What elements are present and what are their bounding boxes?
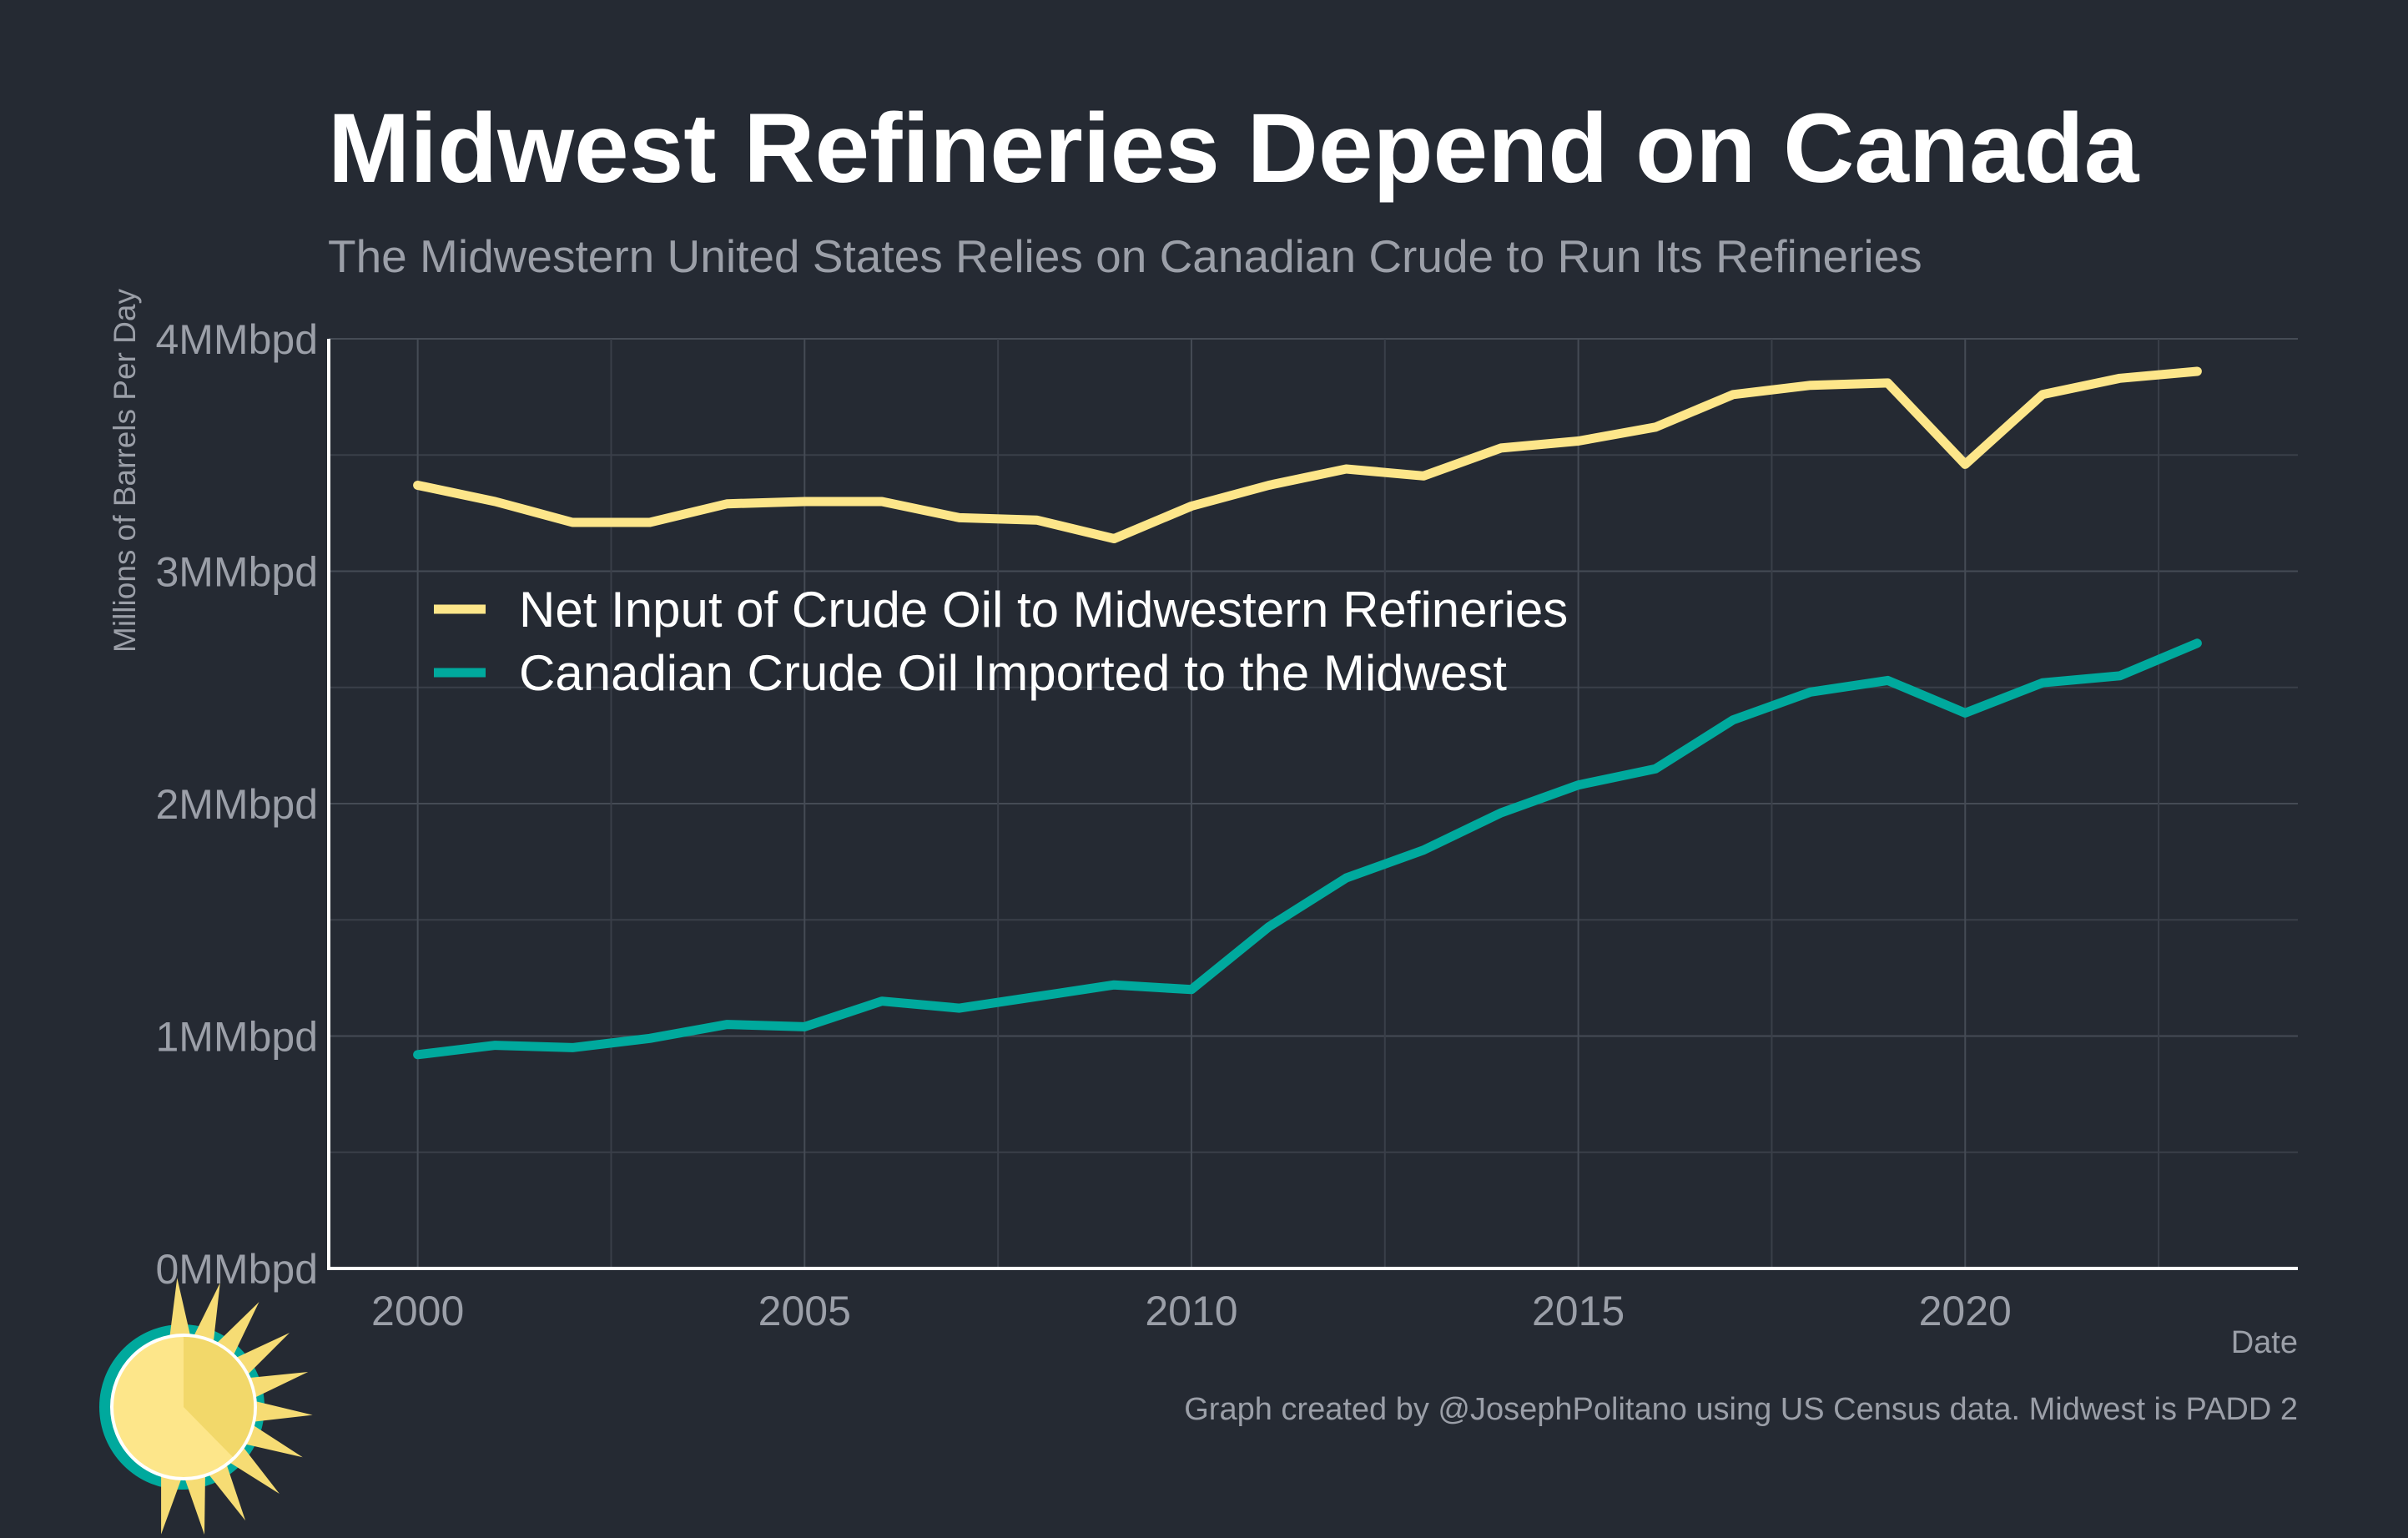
- gridlines: [329, 338, 2298, 1269]
- y-axis-title: Millions of Barrels Per Day: [108, 289, 142, 653]
- logo-ray: [232, 1333, 290, 1378]
- series-net-input-line: [413, 366, 2202, 543]
- logo-rays: [161, 1278, 313, 1535]
- logo-ray: [226, 1444, 280, 1494]
- logo-ray: [245, 1372, 309, 1399]
- legend: Net Input of Crude Oil to Midwestern Ref…: [434, 582, 1568, 701]
- chart-subtitle: The Midwestern United States Relies on C…: [328, 230, 1922, 282]
- logo-ray: [169, 1278, 191, 1340]
- x-tick-label: 2000: [371, 1288, 464, 1334]
- y-tick-label: 2MMbpd: [155, 781, 318, 828]
- logo-ray: [192, 1283, 220, 1345]
- y-tick-label: 3MMbpd: [155, 549, 318, 596]
- source-caption: Graph created by @JosephPolitano using U…: [1184, 1392, 2298, 1427]
- x-axis-title: Date: [2231, 1325, 2298, 1360]
- y-tick-label: 0MMbpd: [155, 1246, 318, 1293]
- x-tick-label: 2010: [1145, 1288, 1237, 1334]
- legend-label: Net Input of Crude Oil to Midwestern Ref…: [519, 582, 1568, 638]
- tick-labels: 0MMbpd 1MMbpd 2MMbpd 3MMbpd 4MMbpd 2000 2005 20…: [155, 316, 2011, 1334]
- chart-title: Midwest Refineries Depend on Canada: [328, 93, 2140, 204]
- legend-label: Canadian Crude Oil Imported to the Midwe…: [519, 645, 1507, 701]
- x-tick-label: 2005: [758, 1288, 851, 1334]
- series-canadian-imports-line: [413, 638, 2202, 1060]
- logo-ray: [241, 1423, 303, 1458]
- logo-ray: [214, 1302, 259, 1359]
- logo-ray: [184, 1471, 205, 1535]
- y-tick-label: 4MMbpd: [155, 316, 318, 363]
- logo-sun-shade: [184, 1336, 254, 1457]
- series-lines: [413, 366, 2202, 1060]
- logo-ray: [250, 1400, 313, 1423]
- x-tick-label: 2020: [1919, 1288, 2012, 1334]
- logo-ray: [161, 1471, 183, 1535]
- x-tick-label: 2015: [1532, 1288, 1625, 1334]
- y-tick-label: 1MMbpd: [155, 1014, 318, 1061]
- sun-icon: [99, 1278, 313, 1535]
- logo-ray: [206, 1460, 246, 1521]
- axes: [327, 339, 2298, 1270]
